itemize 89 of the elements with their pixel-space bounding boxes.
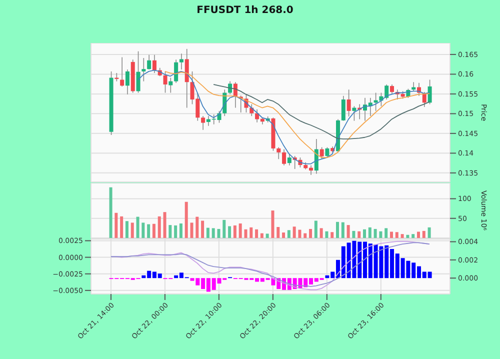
bar — [314, 220, 318, 238]
bar — [222, 220, 226, 238]
candlestick — [201, 116, 206, 130]
bar — [130, 222, 134, 238]
candlestick — [412, 82, 416, 92]
bar — [109, 187, 112, 238]
bar — [336, 222, 340, 238]
candlestick — [422, 92, 426, 108]
bar — [406, 234, 410, 238]
candlestick — [346, 89, 351, 117]
bar — [266, 234, 269, 238]
bar — [358, 231, 361, 238]
bar — [325, 231, 328, 238]
candlestick — [120, 56, 124, 87]
bar — [412, 234, 415, 238]
bar — [346, 225, 350, 238]
candlestick — [228, 80, 232, 95]
bar — [114, 212, 118, 238]
bar — [390, 232, 393, 238]
bar — [304, 233, 307, 238]
bar — [395, 232, 398, 238]
bar — [179, 223, 182, 238]
candlestick — [136, 50, 140, 94]
bar — [190, 222, 194, 238]
candlestick — [250, 104, 254, 116]
candlestick — [174, 59, 178, 84]
bar — [228, 226, 232, 238]
bar — [416, 232, 420, 238]
bar — [374, 228, 377, 238]
bar — [384, 228, 388, 238]
bar — [379, 231, 382, 238]
bar — [330, 232, 334, 238]
bar — [352, 230, 356, 238]
bar — [368, 227, 372, 238]
bar — [158, 216, 161, 238]
candlestick — [147, 54, 152, 70]
candlestick — [325, 146, 330, 158]
candlestick — [163, 71, 168, 94]
bar — [238, 223, 242, 238]
bar — [260, 233, 264, 238]
bar — [271, 210, 274, 238]
bar — [309, 228, 312, 238]
bar — [152, 224, 156, 238]
bar — [255, 229, 258, 238]
candlestick — [428, 79, 432, 105]
bar — [282, 232, 286, 238]
bar — [276, 227, 280, 238]
candlestick — [152, 54, 156, 74]
bar — [363, 229, 366, 238]
bar — [163, 212, 166, 238]
chart-title: FFUSDT 1h 268.0 — [196, 5, 294, 16]
bar — [217, 228, 220, 238]
candlestick — [309, 165, 314, 176]
bar — [341, 222, 344, 238]
bar — [120, 216, 124, 238]
bar — [212, 228, 215, 238]
bar — [428, 227, 431, 238]
candlestick — [125, 69, 130, 95]
bar — [400, 234, 404, 238]
candlestick — [341, 96, 346, 122]
candlestick — [287, 154, 292, 166]
bar — [250, 227, 253, 238]
bar — [184, 202, 188, 238]
candlestick — [276, 146, 281, 160]
candlestick — [282, 148, 286, 166]
bar — [292, 226, 296, 238]
bar — [298, 230, 302, 238]
candlestick — [352, 106, 356, 122]
bar — [206, 228, 210, 238]
bar — [422, 230, 426, 238]
bar — [147, 224, 150, 238]
candlestick — [320, 146, 324, 160]
bar — [201, 220, 204, 238]
bar — [174, 225, 178, 238]
bar — [244, 229, 248, 238]
bar — [142, 222, 145, 238]
candlestick — [184, 48, 189, 108]
candlestick — [314, 138, 318, 174]
bar — [320, 228, 323, 238]
candlestick — [179, 53, 184, 70]
bar — [168, 225, 172, 238]
candlestick — [390, 84, 394, 95]
candlestick — [168, 77, 173, 94]
bar — [125, 221, 128, 238]
bar — [136, 216, 140, 238]
bar — [287, 230, 290, 238]
candlestick — [142, 58, 146, 82]
bar — [233, 225, 236, 238]
bar — [196, 216, 199, 238]
